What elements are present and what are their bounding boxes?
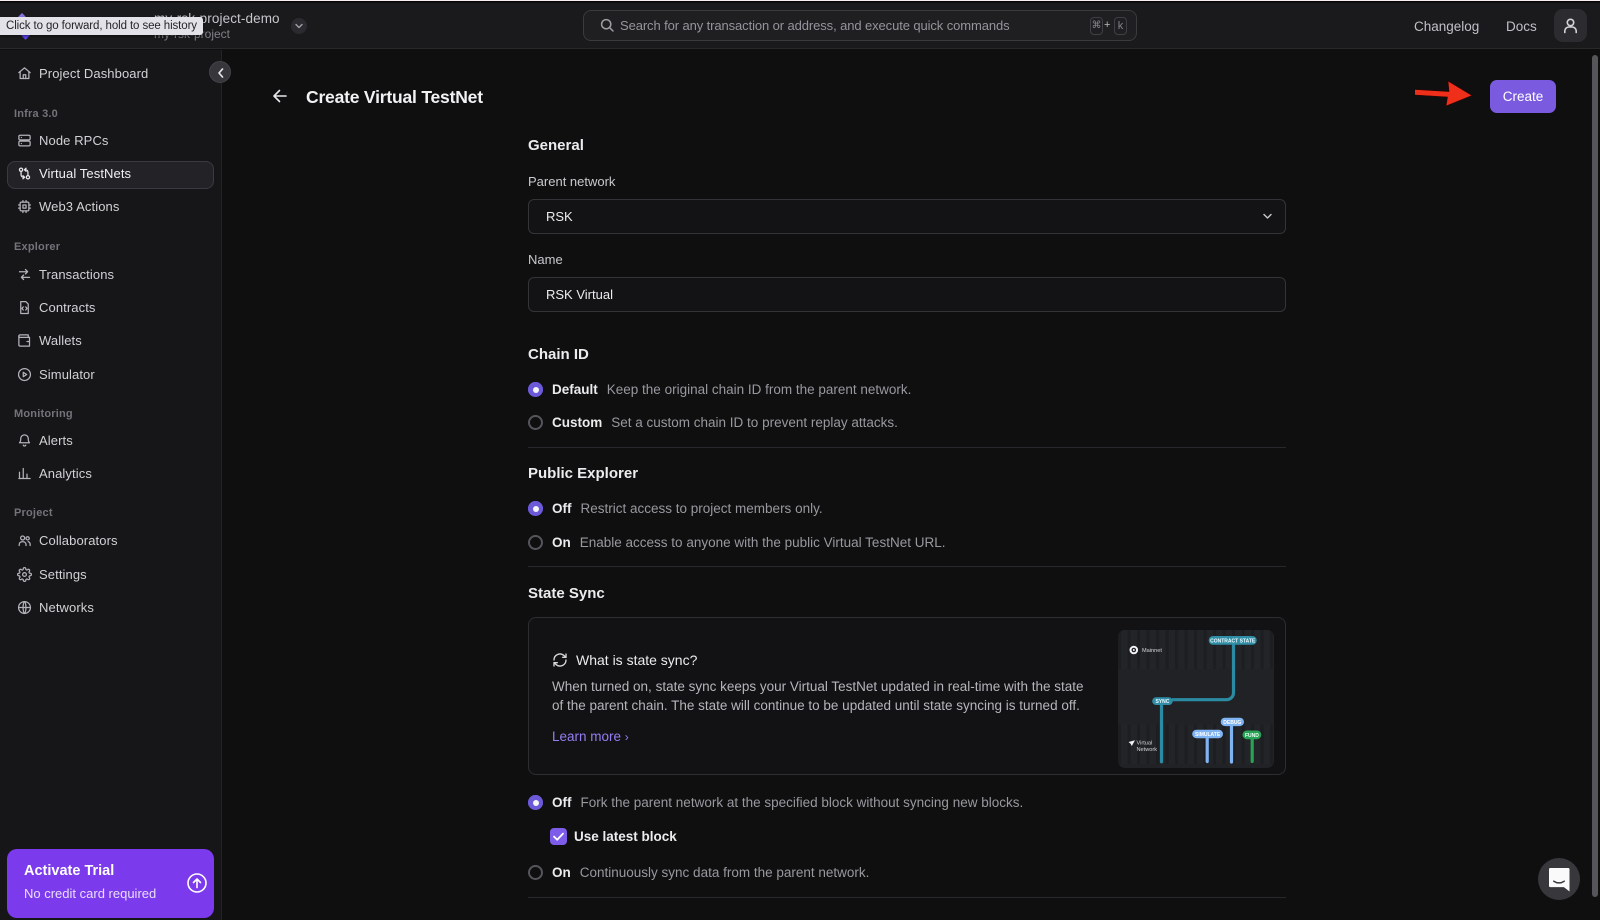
svg-text:Mainnet: Mainnet (1142, 648, 1162, 654)
svg-text:Virtual: Virtual (1137, 741, 1153, 747)
svg-text:CONTRACT STATE: CONTRACT STATE (1210, 638, 1256, 644)
svg-text:Network: Network (1137, 747, 1158, 753)
svg-text:FUND: FUND (1245, 733, 1259, 739)
svg-text:SIMULATE: SIMULATE (1195, 732, 1221, 738)
svg-text:DEBUG: DEBUG (1223, 720, 1241, 726)
svg-text:SYNC: SYNC (1155, 699, 1169, 705)
